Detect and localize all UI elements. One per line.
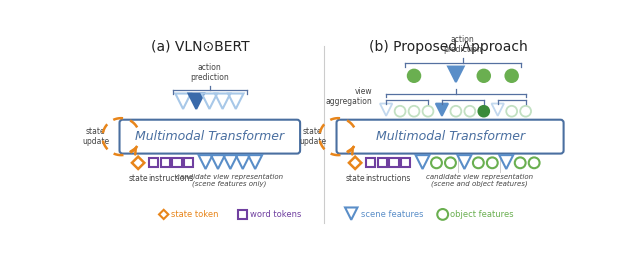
Bar [389, 158, 399, 167]
Text: state: state [346, 174, 365, 182]
Text: action
prediction: action prediction [444, 35, 482, 54]
Bar [172, 158, 182, 167]
Circle shape [506, 70, 518, 82]
Text: (a) VLN⊙BERT: (a) VLN⊙BERT [151, 40, 250, 54]
Polygon shape [448, 66, 463, 82]
Text: state
update: state update [299, 127, 326, 146]
Circle shape [477, 70, 490, 82]
Bar [378, 158, 387, 167]
Text: candidate view representation
(scene features only): candidate view representation (scene fea… [176, 174, 283, 187]
Bar [184, 158, 193, 167]
Text: candidate view representation
(scene and object features): candidate view representation (scene and… [426, 174, 532, 187]
Text: state: state [128, 174, 148, 182]
Text: (b) Proposed Approach: (b) Proposed Approach [369, 40, 527, 54]
Text: object features: object features [451, 210, 514, 219]
Bar [149, 158, 158, 167]
Text: Multimodal Transformer: Multimodal Transformer [135, 130, 284, 143]
Text: action
prediction: action prediction [190, 63, 229, 82]
Text: instructions: instructions [365, 174, 410, 182]
Bar [161, 158, 170, 167]
Polygon shape [189, 94, 204, 109]
Polygon shape [436, 103, 448, 116]
Circle shape [408, 70, 420, 82]
FancyBboxPatch shape [120, 120, 300, 153]
Text: scene features: scene features [360, 210, 423, 219]
Text: word tokens: word tokens [250, 210, 301, 219]
Bar [401, 158, 410, 167]
Text: state token: state token [171, 210, 218, 219]
FancyBboxPatch shape [337, 120, 564, 153]
Text: state
update: state update [82, 127, 109, 146]
Text: Multimodal Transformer: Multimodal Transformer [376, 130, 525, 143]
Bar [239, 210, 247, 219]
Text: view
aggregation: view aggregation [325, 87, 372, 106]
Circle shape [478, 106, 489, 117]
Text: instructions: instructions [148, 174, 193, 182]
Bar [366, 158, 375, 167]
